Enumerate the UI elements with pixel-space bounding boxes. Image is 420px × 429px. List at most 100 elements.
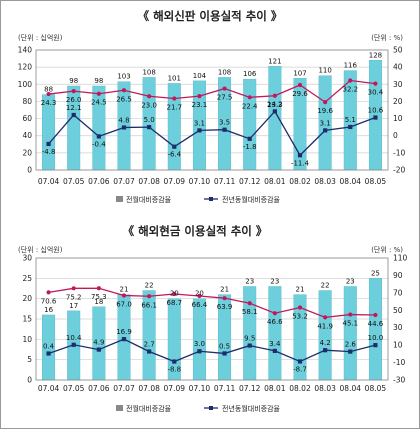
y-tick-label: 10 — [22, 335, 32, 344]
line-value-label: 63.9 — [217, 303, 233, 311]
line-value-label: 44.6 — [368, 320, 384, 328]
bar-value-label: 121 — [268, 57, 281, 65]
bar-value-label: 23 — [270, 277, 279, 285]
series-point — [222, 351, 227, 356]
series-point — [272, 109, 277, 114]
bar-value-label: 88 — [44, 86, 53, 94]
legend-label: 전년동월대비증감율 — [222, 404, 281, 413]
line-value-label: 45.1 — [342, 320, 358, 328]
x-tick-label: 07.07 — [113, 177, 135, 186]
legend-label: 전월대비증감율 — [126, 404, 172, 413]
chart-overseas-credit-sales: 《 해외신판 이용실적 추이 》 (단위 : 십억원) (단위 : %) 88 9… — [18, 9, 406, 204]
series-point — [121, 88, 127, 93]
bar-value-label: 22 — [321, 282, 330, 290]
line-value-label: 12.1 — [66, 104, 82, 112]
bar-value-label: 98 — [69, 77, 78, 85]
legend-marker — [209, 197, 213, 201]
x-tick-label: 08.03 — [314, 177, 336, 186]
series-point — [272, 348, 277, 353]
series-point — [197, 94, 202, 99]
line-value-label: 67.0 — [116, 300, 132, 308]
legend-label: 전월대비증감율 — [126, 195, 172, 204]
series-point — [96, 91, 101, 96]
y-tick-label: 0 — [27, 376, 32, 385]
line-value-label: 10.4 — [66, 334, 82, 342]
line-value-label: -11.4 — [291, 159, 310, 167]
bar-value-label: 104 — [193, 72, 207, 80]
y-tick-label: 100 — [18, 80, 33, 89]
line-value-label: -0.4 — [92, 140, 106, 148]
bar — [343, 286, 357, 381]
line-value-label: 26.5 — [116, 95, 132, 103]
legend-swatch — [116, 196, 123, 202]
y-tick-label: 5 — [27, 355, 32, 364]
line-value-label: 10.6 — [368, 107, 384, 115]
line-value-label: 26.0 — [66, 96, 82, 104]
series-point — [247, 95, 252, 100]
x-tick-label: 07.08 — [138, 177, 160, 186]
y2-tick-label: -10 — [393, 358, 405, 367]
bar — [268, 286, 282, 381]
data-labels: 88 98 98 103 108 101 104 108 106 121 107 110 116 128 2… — [41, 51, 384, 167]
series-point — [247, 343, 252, 348]
line-value-label: 0.5 — [219, 342, 230, 350]
series-point — [297, 305, 303, 310]
y-tick-label: 25 — [22, 274, 32, 283]
bar-value-label: 23 — [346, 277, 355, 285]
series-point — [348, 349, 353, 354]
y-tick-label: 40 — [22, 131, 32, 140]
y2-tick-label: 30 — [393, 323, 403, 332]
line-value-label: 23.1 — [192, 101, 208, 109]
line-value-label: 70.6 — [41, 297, 57, 305]
line-value-label: 21.7 — [166, 104, 182, 112]
line-value-label: 5.0 — [144, 116, 155, 124]
y-tick-label: 80 — [22, 97, 32, 106]
line-value-label: 4.2 — [320, 339, 331, 347]
series-point — [172, 291, 177, 297]
series-point — [373, 312, 378, 318]
line-value-label: 32.2 — [342, 86, 358, 94]
line-value-label: 66.1 — [141, 301, 157, 309]
x-tick-label: 07.10 — [189, 177, 211, 186]
series-line — [48, 79, 376, 103]
line-value-label: 3.0 — [194, 340, 205, 348]
series-point — [323, 348, 328, 353]
y2-tick-label: 90 — [393, 271, 403, 280]
bar-value-label: 21 — [296, 286, 305, 294]
y2-tick-label: 110 — [393, 254, 408, 263]
x-tick-label: 07.06 — [88, 177, 110, 186]
chart-title: 《 해외현금 이용실적 추이 》 — [123, 224, 268, 238]
y2-tick-label: 10 — [393, 114, 403, 123]
series-point — [247, 301, 252, 306]
bar-value-label: 17 — [69, 302, 78, 310]
bar-value-label: 110 — [318, 67, 331, 75]
y2-tick-label: -20 — [393, 166, 405, 175]
series-point — [197, 293, 202, 299]
bar — [368, 278, 382, 381]
line-value-label: 2.7 — [144, 341, 155, 349]
y-tick-label: 20 — [22, 294, 32, 303]
y2-tick-label: 20 — [393, 97, 403, 106]
bar-value-label: 23 — [245, 277, 254, 285]
series-point — [197, 349, 202, 354]
x-tick-label: 07.07 — [113, 384, 135, 393]
series-point — [222, 127, 227, 132]
bar-value-label: 108 — [142, 68, 155, 76]
data-labels: 16 17 18 21 22 20 20 21 23 23 21 22 23 25 70.6 75.2 75.3… — [41, 269, 384, 373]
series-point — [172, 96, 177, 101]
series-point — [247, 136, 252, 141]
plot-frame — [35, 257, 389, 381]
series-point — [297, 359, 303, 364]
series-point — [71, 342, 76, 347]
series-point — [96, 134, 101, 139]
lines — [46, 78, 378, 158]
series-point — [297, 153, 303, 158]
line-value-label: 29.6 — [292, 90, 308, 98]
y-tick-label: 20 — [22, 148, 32, 157]
x-tick-label: 07.10 — [189, 384, 211, 393]
series-point — [96, 286, 101, 291]
x-tick-label: 07.06 — [88, 384, 110, 393]
bar-value-label: 21 — [120, 286, 129, 294]
